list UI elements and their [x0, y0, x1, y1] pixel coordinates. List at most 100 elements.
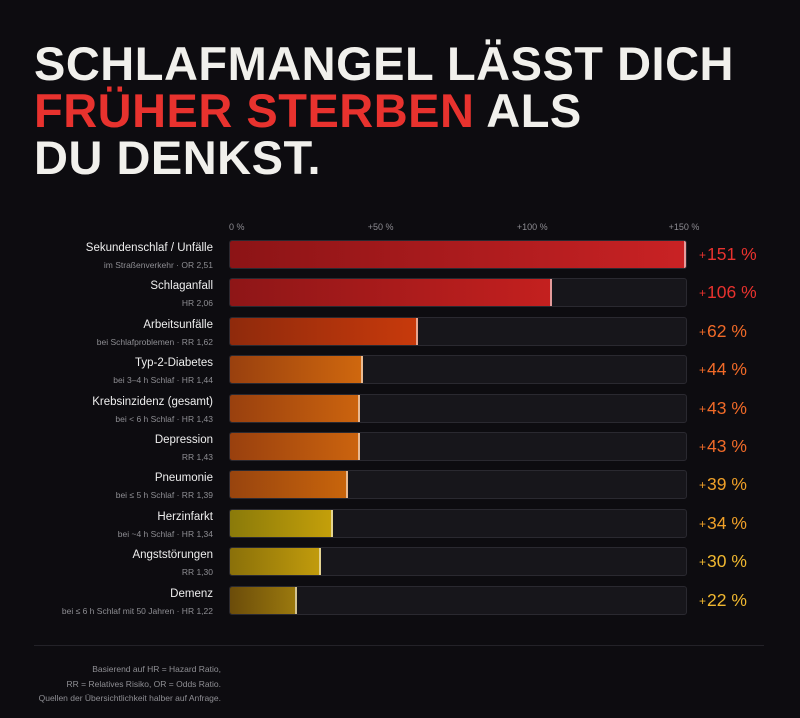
category-name: Demenz: [170, 587, 213, 600]
bar-row: Krebsinzidenz (gesamt) bei < 6 h Schlaf ·…: [0, 393, 800, 425]
bar-edge: [331, 509, 334, 537]
value-label: +30 %: [699, 551, 747, 572]
bar-edge: [684, 241, 686, 268]
x-axis-ticks: 0 % +50 % +100 % +150 %: [0, 222, 800, 236]
bar-track: [229, 547, 687, 577]
bar: [230, 586, 297, 614]
value-label: +44 %: [699, 359, 747, 380]
category-name: Depression: [154, 434, 213, 446]
bar-edge: [358, 433, 361, 460]
plus-sign: +: [699, 363, 707, 378]
value-label: +22 %: [699, 590, 747, 611]
value-label: +43 %: [699, 398, 747, 419]
category-label: Herzinfarkt bei ~4 h Schlaf · HR 1,34: [118, 510, 213, 540]
bar-edge: [346, 471, 349, 499]
category-subtitle: RR 1,43: [181, 452, 213, 462]
headline-accent: FRÜHER STERBEN: [34, 84, 475, 137]
value-label: +106 %: [699, 282, 757, 303]
plus-sign: +: [699, 248, 707, 262]
bar-track: [229, 508, 687, 538]
category-subtitle: RR 1,30: [181, 567, 213, 578]
bar: [230, 394, 361, 422]
category-name: Arbeitsunfälle: [143, 318, 213, 331]
bar: [230, 279, 552, 307]
bar-track: [229, 316, 687, 346]
plus-sign: +: [699, 593, 707, 608]
category-subtitle: HR 2,06: [181, 298, 213, 309]
category-subtitle: im Straßenverkehr · OR 2,51: [103, 260, 213, 270]
value-number: 43 %: [707, 436, 747, 456]
bar-row: Schlaganfall HR 2,06 +106 %: [0, 277, 800, 309]
bar-row: Sekundenschlaf / Unfälle im Straßenverkeh…: [0, 239, 800, 271]
bar-row: Arbeitsunfälle bei Schlafproblemen · RR 1…: [0, 316, 800, 348]
bar: [230, 317, 419, 345]
category-label: Typ-2-Diabetes bei 3–4 h Schlaf · HR 1,44: [113, 356, 213, 386]
category-name: Sekundenschlaf / Unfälle: [85, 242, 213, 254]
value-number: 22 %: [707, 589, 747, 610]
bar: [230, 509, 334, 537]
category-name: Typ-2-Diabetes: [135, 357, 213, 370]
x-tick-label: 0 %: [229, 222, 245, 232]
category-name: Schlaganfall: [150, 280, 213, 293]
category-subtitle: bei < 6 h Schlaf · HR 1,43: [115, 413, 213, 424]
headline-line-3: DU DENKST.: [34, 131, 322, 184]
headline: SCHLAFMANGEL LÄSST DICH FRÜHER STERBEN A…: [34, 40, 774, 181]
plus-sign: +: [699, 516, 707, 531]
value-label: +151 %: [699, 244, 757, 265]
value-number: 30 %: [707, 551, 747, 572]
category-label: Arbeitsunfälle bei Schlafproblemen · RR 1…: [97, 318, 213, 348]
category-name: Angststörungen: [132, 549, 213, 562]
x-tick-label: +100 %: [516, 222, 548, 232]
bar-track: [229, 355, 687, 385]
plus-sign: +: [699, 324, 707, 339]
bar-edge: [549, 279, 552, 307]
bar-track: [229, 393, 687, 423]
footnote: Basierend auf HR = Hazard Ratio, RR = Re…: [39, 662, 221, 706]
category-subtitle: bei Schlafproblemen · RR 1,62: [96, 336, 213, 347]
category-subtitle: bei ~4 h Schlaf · HR 1,34: [117, 528, 213, 539]
bar: [230, 433, 361, 460]
value-number: 62 %: [707, 320, 747, 341]
category-label: Angststörungen RR 1,30: [132, 548, 213, 578]
bar-row: Typ-2-Diabetes bei 3–4 h Schlaf · HR 1,44…: [0, 354, 800, 386]
headline-line-2-rest: ALS: [474, 84, 582, 137]
value-label: +43 %: [699, 436, 747, 457]
bar: [230, 356, 364, 384]
bar: [230, 471, 349, 499]
x-tick-label: +150 %: [668, 222, 700, 232]
category-subtitle: bei 3–4 h Schlaf · HR 1,44: [113, 375, 213, 386]
plus-sign: +: [699, 555, 707, 570]
category-name: Pneumonie: [154, 472, 213, 485]
category-subtitle: bei ≤ 6 h Schlaf mit 50 Jahren · HR 1,22: [61, 605, 213, 616]
bar: [230, 241, 686, 268]
value-label: +34 %: [699, 513, 747, 534]
headline-line-1: SCHLAFMANGEL LÄSST DICH: [34, 37, 734, 90]
headline-line-2: FRÜHER STERBEN ALS: [34, 87, 774, 134]
bar-edge: [361, 356, 364, 384]
bar-row: Demenz bei ≤ 6 h Schlaf mit 50 Jahren · H…: [0, 585, 800, 617]
category-name: Herzinfarkt: [157, 510, 213, 523]
bar-row: Angststörungen RR 1,30 +30 %: [0, 546, 800, 578]
category-label: Demenz bei ≤ 6 h Schlaf mit 50 Jahren · H…: [62, 587, 213, 617]
footnote-line-2: RR = Relatives Risiko, OR = Odds Ratio.: [66, 678, 221, 689]
bar: [230, 548, 321, 576]
plus-sign: +: [699, 440, 707, 454]
x-tick-label: +50 %: [367, 222, 394, 232]
bar-edge: [294, 586, 297, 614]
category-label: Depression RR 1,43: [155, 433, 213, 463]
bar-edge: [318, 548, 321, 576]
bar-track: [229, 585, 687, 615]
category-label: Pneumonie bei ≤ 5 h Schlaf · RR 1,39: [116, 471, 213, 501]
footnote-line-1: Basierend auf HR = Hazard Ratio,: [92, 664, 221, 674]
value-label: +62 %: [699, 321, 747, 342]
plus-sign: +: [699, 286, 707, 301]
bar-track: [229, 432, 687, 461]
category-label: Sekundenschlaf / Unfälle im Straßenverkeh…: [86, 241, 213, 271]
bar-edge: [416, 317, 419, 345]
bar-edge: [358, 394, 361, 422]
value-number: 106 %: [707, 282, 757, 303]
bar-row: Depression RR 1,43 +43 %: [0, 431, 800, 463]
plus-sign: +: [699, 401, 707, 416]
value-number: 44 %: [707, 359, 747, 380]
bar-row: Pneumonie bei ≤ 5 h Schlaf · RR 1,39 +39 %: [0, 469, 800, 501]
